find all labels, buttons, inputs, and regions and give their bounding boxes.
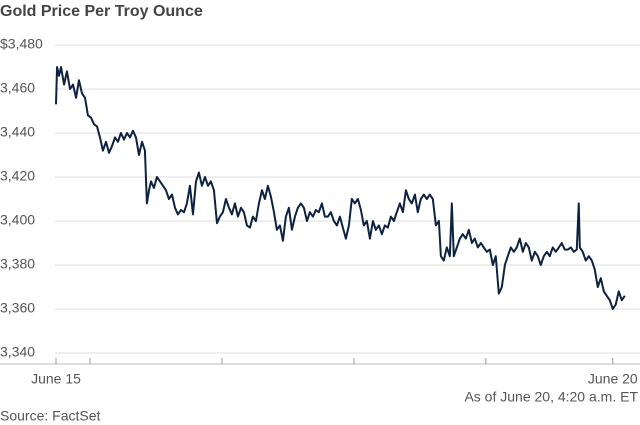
y-tick-label: 3,400 [0,212,35,228]
price-line [55,66,626,310]
y-tick-label: 3,340 [0,344,35,360]
y-tick-label: 3,360 [0,300,35,316]
y-tick-label: 3,420 [0,168,35,184]
timestamp-note: As of June 20, 4:20 a.m. ET [464,389,638,405]
x-tick-label: June 15 [31,371,81,387]
y-tick-label: 3,380 [0,256,35,272]
y-tick-label: $3,480 [0,36,43,52]
chart-title: Gold Price Per Troy Ounce [0,3,203,20]
y-tick-label: 3,440 [0,124,35,140]
source-note: Source: FactSet [0,408,100,424]
y-tick-label: 3,460 [0,80,35,96]
x-tick-label: June 20 [588,371,638,387]
